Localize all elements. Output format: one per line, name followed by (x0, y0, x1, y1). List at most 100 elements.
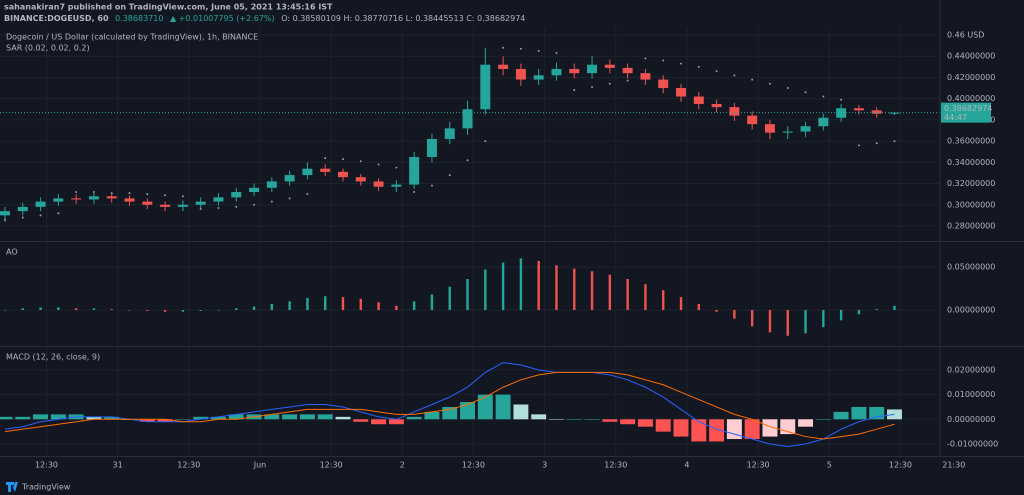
ao-bar (92, 308, 96, 310)
ao-bar (377, 302, 380, 310)
candle-body (604, 64, 615, 68)
macd-line (4, 362, 895, 447)
x-tick-label: 31 (113, 461, 123, 470)
ohlc: O: 0.38580109 H: 0.38770716 L: 0.3844551… (281, 14, 525, 23)
y-tick-label: 0.40000000 (947, 94, 995, 103)
logo-icon (6, 482, 18, 492)
macd-histogram-bar (513, 404, 529, 420)
sar-dot (324, 157, 327, 160)
sar-dot (395, 166, 398, 169)
candle-body (587, 64, 598, 74)
sar-dot (199, 208, 202, 211)
change: ▲ +0.01007795 (+2.67%) (170, 14, 275, 23)
macd-histogram-bar (157, 419, 173, 422)
macd-histogram-bar (744, 419, 760, 440)
y-tick-label: 0.34000000 (947, 158, 995, 167)
sar-dot (644, 57, 647, 60)
ao-bar (804, 309, 807, 334)
sar-dot (341, 158, 344, 161)
ao-bar (466, 279, 469, 310)
sar-dot (3, 218, 6, 221)
macd-histogram-bar (495, 394, 511, 420)
macd-histogram-bar (442, 406, 458, 420)
candle-body (729, 107, 740, 116)
candle-body (355, 177, 366, 182)
ao-bar (359, 298, 362, 310)
macd-histogram-bar (477, 394, 493, 420)
sar-label: SAR (0.02, 0.02, 0.2) (6, 44, 90, 53)
y-tick-label: 0.30000000 (947, 200, 995, 209)
sar-dot (626, 79, 629, 82)
sar-dot (75, 191, 78, 194)
x-tick-label: 2 (400, 461, 405, 470)
ao-bar (590, 271, 594, 310)
candle-body (640, 73, 651, 80)
sar-dot (893, 140, 896, 143)
candle-body (569, 68, 580, 74)
sar-dot (413, 191, 416, 194)
macd-histogram-bar (798, 419, 814, 427)
ao-bar (715, 309, 718, 312)
ao-bar (128, 309, 131, 311)
macd-histogram-bar (531, 414, 547, 420)
ao-bar (484, 269, 487, 310)
macd-histogram-bar (602, 419, 618, 422)
sar-dot (448, 174, 451, 177)
macd-histogram-bar (851, 406, 867, 420)
sar-dot (662, 59, 665, 62)
ao-bar (893, 305, 896, 310)
x-tick-label: 4 (684, 461, 689, 470)
sar-dot (217, 206, 220, 209)
y-tick-label: 0.36000000 (947, 137, 995, 146)
sar-dot (359, 160, 362, 163)
macd-histogram-bar (282, 414, 298, 420)
sar-dot (502, 46, 505, 49)
candle-body (853, 108, 864, 111)
sar-dot (537, 49, 540, 52)
macd-histogram-bar (299, 414, 315, 420)
candle-body (249, 187, 260, 193)
countdown: 44:47 (944, 113, 967, 122)
ao-bar (608, 274, 612, 310)
candle-body (658, 79, 669, 89)
sar-dot (751, 78, 754, 81)
ao-bar (395, 305, 398, 310)
x-tick-label: Jun (253, 461, 267, 470)
sar-dot (270, 200, 273, 203)
y-tick-label: 0.00000000 (947, 305, 995, 314)
ao-bar (217, 309, 220, 311)
symbol: BINANCE:DOGEUSD, 60 (4, 14, 109, 23)
x-tick-label: 21:30 (942, 461, 965, 470)
macd-histogram-bar (139, 419, 155, 422)
symbol-line: BINANCE:DOGEUSD, 60 0.38683710 ▲ +0.0100… (4, 14, 525, 23)
sar-dot (235, 205, 238, 208)
x-tick-label: 12:30 (35, 461, 58, 470)
brand: TradingView (21, 483, 71, 492)
ao-bar (341, 297, 345, 310)
ao-bar (57, 307, 60, 310)
plot-area (0, 46, 940, 447)
candle-body (124, 198, 135, 202)
candle-body (373, 181, 384, 187)
candle-body (676, 88, 686, 97)
candle-body (747, 115, 758, 125)
candle-body (426, 138, 437, 158)
sar-dot (519, 47, 522, 50)
candle-body (551, 68, 562, 76)
macd-histogram-bar (406, 416, 422, 420)
ao-bar (181, 309, 185, 312)
candle-body (800, 126, 811, 132)
ao-bar (857, 309, 861, 315)
last-price-tag (941, 102, 991, 123)
macd-histogram-bar (210, 416, 226, 420)
sar-dot (288, 197, 291, 200)
pane-title: Dogecoin / US Dollar (calculated by Trad… (6, 33, 258, 42)
macd-histogram-bar (33, 414, 49, 420)
sar-dot (680, 62, 683, 65)
ao-bar (679, 297, 683, 310)
candle-body (142, 201, 153, 205)
y-tick-label: 0.28000000 (947, 221, 995, 230)
ao-bar (430, 294, 434, 310)
macd-histogram-bar (869, 406, 885, 420)
candle-body (71, 198, 82, 200)
